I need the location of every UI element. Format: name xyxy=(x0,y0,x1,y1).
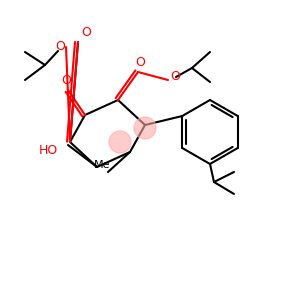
Text: HO: HO xyxy=(38,143,58,157)
Text: O: O xyxy=(81,26,91,38)
Text: O: O xyxy=(170,70,180,83)
Circle shape xyxy=(109,131,131,153)
Text: O: O xyxy=(55,40,65,53)
Circle shape xyxy=(134,117,156,139)
Text: O: O xyxy=(135,56,145,70)
Text: Me: Me xyxy=(94,160,110,170)
Text: O: O xyxy=(61,74,71,88)
